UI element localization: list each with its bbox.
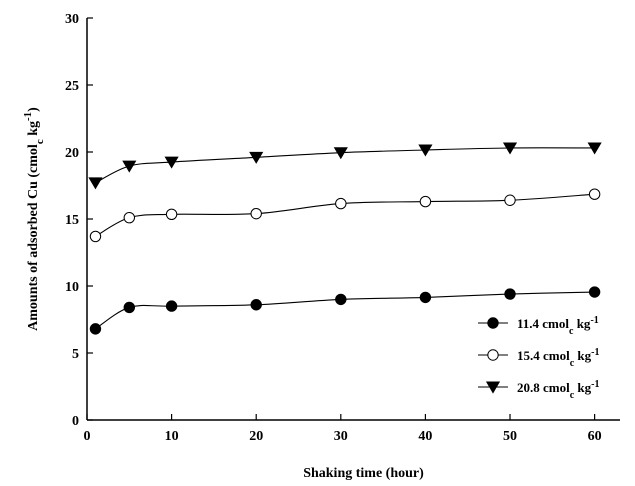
data-point bbox=[487, 349, 499, 361]
axes: 0 5 10 15 20 25 30 0 10 20 30 40 50 60 Shaking time (h… bbox=[22, 12, 620, 481]
data-point bbox=[250, 299, 262, 311]
y-tick-label: 20 bbox=[65, 146, 79, 161]
data-point bbox=[487, 317, 499, 329]
x-tick-label: 20 bbox=[249, 429, 263, 444]
x-tick-label: 10 bbox=[165, 429, 179, 444]
y-tick-label: 0 bbox=[72, 414, 79, 429]
data-point bbox=[504, 288, 516, 300]
x-tick-label: 40 bbox=[418, 429, 432, 444]
y-tick-label: 5 bbox=[72, 347, 79, 362]
data-point bbox=[333, 147, 348, 160]
data-point bbox=[89, 230, 102, 243]
x-tick-label: 0 bbox=[84, 429, 91, 444]
legend-label: 11.4 cmolc kg-1 bbox=[517, 315, 599, 337]
series-2 bbox=[89, 188, 601, 243]
data-point bbox=[122, 160, 137, 173]
legend-label: 20.8 cmolc kg-1 bbox=[517, 379, 600, 401]
data-point bbox=[485, 381, 501, 394]
data-point bbox=[587, 142, 602, 155]
data-point bbox=[250, 207, 262, 220]
data-point bbox=[165, 300, 178, 312]
data-point bbox=[123, 211, 136, 224]
y-tick-label: 10 bbox=[65, 280, 79, 295]
data-point bbox=[123, 301, 136, 314]
data-point bbox=[418, 144, 433, 157]
legend-item-2: 15.4 cmolc kg-1 bbox=[478, 347, 600, 369]
x-axis-title: Shaking time (hour) bbox=[303, 466, 424, 481]
y-axis-title: Amounts of adsorbed Cu (cmolc kg-1) bbox=[22, 107, 46, 331]
series-1 bbox=[89, 286, 601, 335]
x-tick-label: 30 bbox=[334, 429, 348, 444]
plot-area bbox=[88, 142, 602, 335]
legend-label: 15.4 cmolc kg-1 bbox=[517, 347, 600, 369]
legend-item-1: 11.4 cmolc kg-1 bbox=[478, 315, 599, 337]
y-tick-label: 30 bbox=[65, 12, 79, 27]
data-point bbox=[88, 177, 103, 190]
data-point bbox=[335, 197, 347, 210]
series-3 bbox=[88, 142, 602, 190]
x-tick-label: 60 bbox=[588, 429, 602, 444]
y-tick-label: 15 bbox=[65, 213, 79, 228]
data-point bbox=[419, 195, 432, 208]
data-point bbox=[502, 142, 518, 155]
data-point bbox=[165, 208, 178, 221]
legend-item-3: 20.8 cmolc kg-1 bbox=[478, 379, 600, 401]
data-point bbox=[588, 188, 601, 200]
data-point bbox=[588, 286, 601, 298]
legend: 11.4 cmolc kg-1 15.4 cmolc kg-1 20.8 cmolc… bbox=[478, 315, 600, 401]
data-point bbox=[335, 293, 347, 306]
data-point bbox=[419, 291, 432, 304]
data-point bbox=[89, 323, 102, 335]
data-point bbox=[249, 151, 264, 164]
data-point bbox=[164, 156, 179, 169]
data-point bbox=[504, 194, 516, 206]
y-tick-label: 25 bbox=[65, 79, 79, 94]
x-tick-label: 50 bbox=[503, 429, 517, 444]
